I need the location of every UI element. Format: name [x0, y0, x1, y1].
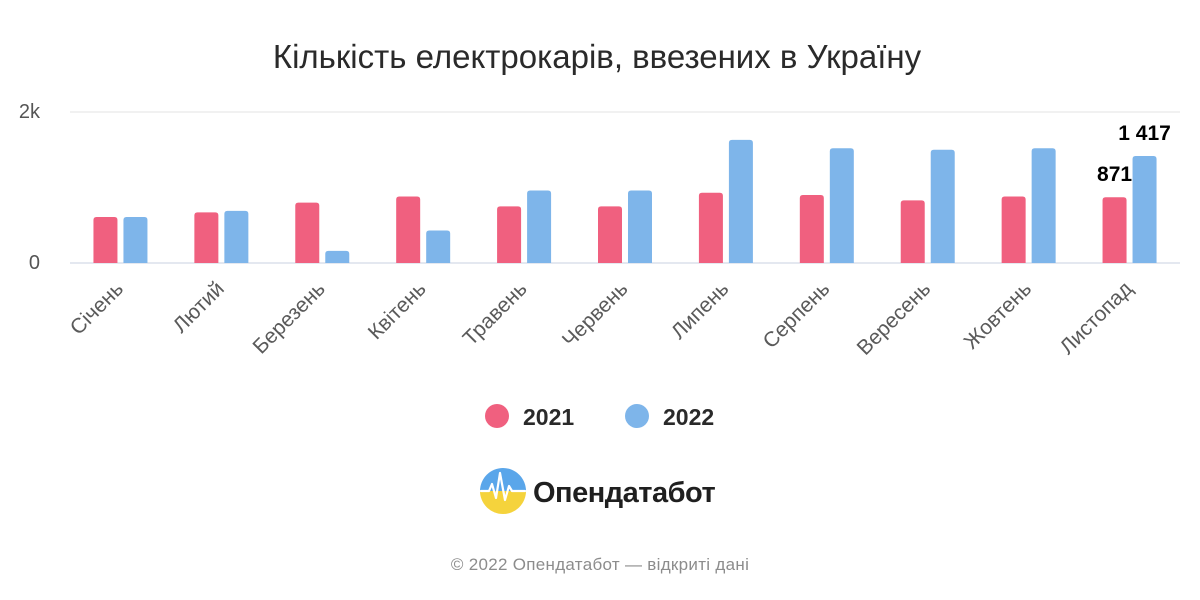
bar-2021-3 [295, 202, 320, 263]
legend[interactable]: 2021 2022 [485, 404, 714, 430]
bar-2021-1 [93, 216, 118, 263]
x-tick-label: Вересень [853, 277, 936, 360]
data-labels: 871 1 417 [1097, 122, 1171, 186]
legend-swatch [625, 404, 649, 428]
x-tick-label: Лютий [169, 277, 229, 337]
bar-2021-5 [497, 206, 522, 263]
bar-2022-7 [728, 139, 753, 263]
footer-text: © 2022 Опендатабот — відкриті дані [451, 555, 749, 574]
bar-2022-2 [224, 210, 249, 263]
x-tick-label: Серпень [759, 277, 835, 353]
x-tick-label: Липень [667, 277, 734, 344]
legend-item-2022[interactable]: 2022 [625, 404, 714, 430]
x-axis-ticks: Січень Лютий Березень Квітень Травень Червень… [66, 277, 1137, 360]
x-tick-label: Червень [558, 277, 633, 352]
x-tick-label: Жовтень [960, 277, 1036, 353]
legend-label: 2021 [523, 404, 574, 430]
bar-2022-10 [1031, 148, 1056, 263]
y-axis-ticks: 0 2k [19, 101, 41, 274]
bar-2022-8 [829, 148, 854, 263]
bar-2021-2 [194, 212, 219, 263]
x-tick-label: Січень [66, 277, 128, 339]
legend-swatch [485, 404, 509, 428]
legend-item-2021[interactable]: 2021 [485, 404, 574, 430]
opendatabot-logo-icon [479, 468, 527, 514]
brand-name: Опендатабот [533, 477, 715, 509]
bar-2022-4 [426, 230, 451, 263]
x-tick-label: Травень [459, 277, 532, 350]
y-tick-label: 2k [19, 101, 41, 123]
bar-2021-6 [598, 206, 622, 263]
chart-title: Кількість електрокарів, ввезених в Украї… [273, 38, 922, 75]
bar-2022-9 [930, 149, 955, 263]
data-label-2022: 1 417 [1118, 122, 1171, 145]
grid [70, 111, 1180, 264]
data-label-2021: 871 [1097, 163, 1132, 186]
bar-2021-8 [799, 195, 824, 263]
x-tick-label: Листопад [1055, 277, 1137, 359]
bar-2022-1 [123, 216, 148, 263]
bar-2021-9 [900, 200, 925, 263]
bar-2022-3 [325, 250, 350, 263]
bars [93, 139, 1157, 263]
bar-2021-4 [396, 196, 421, 263]
bar-2021-11 [1102, 197, 1127, 263]
bar-2022-5 [527, 190, 552, 263]
legend-label: 2022 [663, 404, 714, 430]
bar-2021-10 [1001, 196, 1026, 263]
bar-2022-6 [628, 190, 652, 263]
x-tick-label: Березень [249, 277, 330, 358]
bar-2022-11 [1132, 156, 1157, 263]
y-tick-label: 0 [29, 252, 40, 274]
bar-2021-7 [698, 192, 723, 263]
brand: Опендатабот [479, 468, 716, 514]
x-tick-label: Квітень [364, 277, 431, 344]
